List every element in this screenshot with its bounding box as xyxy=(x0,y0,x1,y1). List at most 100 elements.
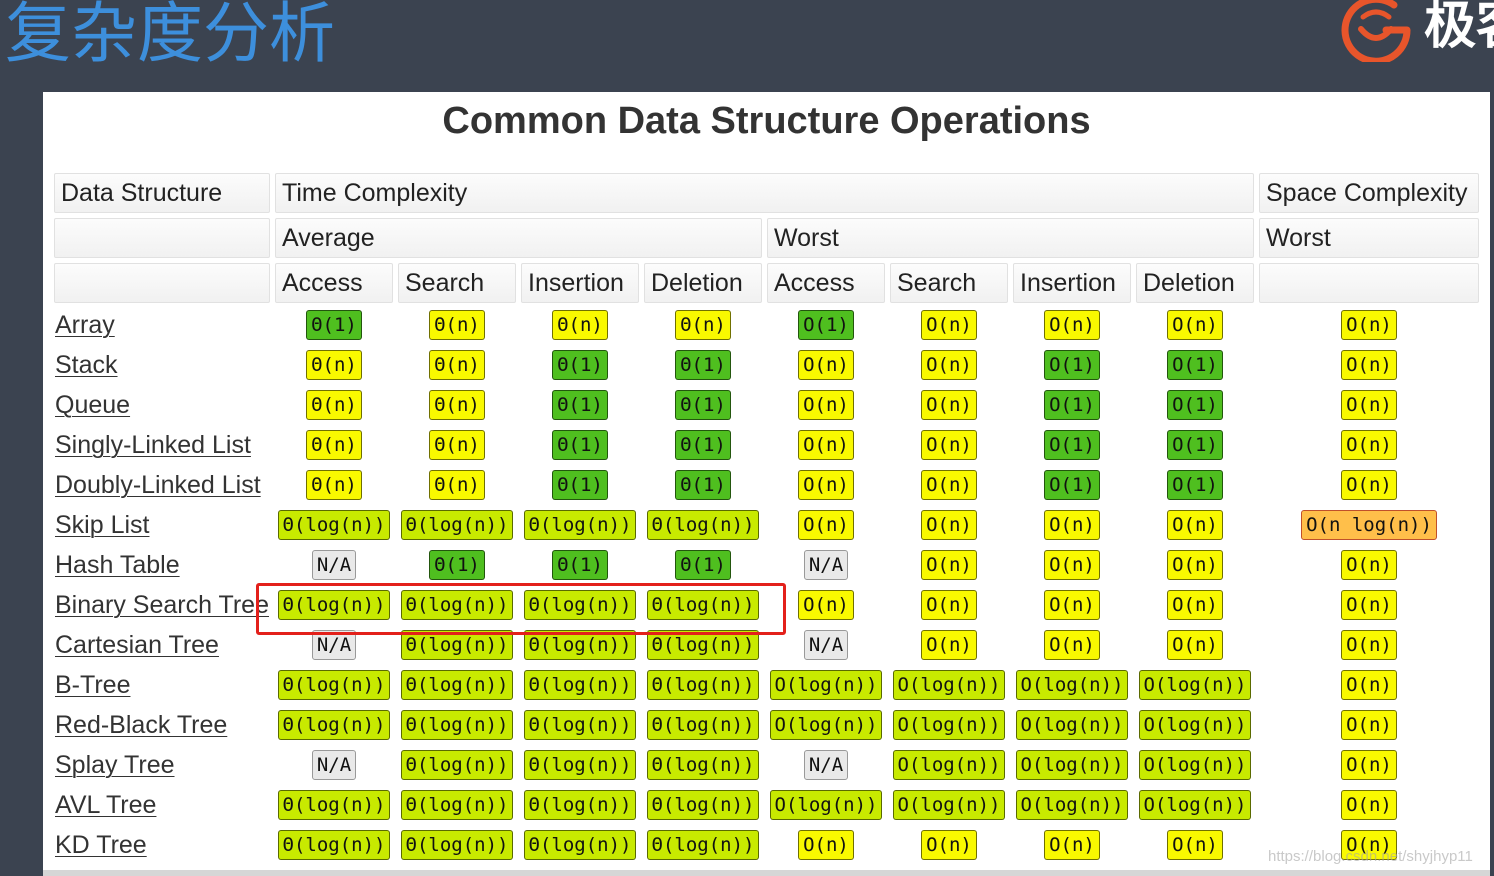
cell-cartesian-tree-avg-deletion: Θ(log(n)) xyxy=(644,625,762,665)
link-binary-search-tree[interactable]: Binary Search Tree xyxy=(55,591,269,619)
cell-doubly-linked-list-worst-access: O(n) xyxy=(767,465,885,505)
cell-stack-worst-insertion: O(1) xyxy=(1013,345,1131,385)
cell-stack-worst-access: O(n) xyxy=(767,345,885,385)
hash-table-worst-deletion-badge: O(n) xyxy=(1167,550,1223,580)
cell-cartesian-tree-worst-access: N/A xyxy=(767,625,885,665)
splay-tree-worst-access-badge: N/A xyxy=(803,750,849,780)
cell-avl-tree-worst-insertion: O(log(n)) xyxy=(1013,785,1131,825)
binary-search-tree-worst-search-badge: O(n) xyxy=(921,590,977,620)
cell-array-avg-access: Θ(1) xyxy=(275,305,393,345)
cell-skip-list-worst-insertion: O(n) xyxy=(1013,505,1131,545)
cell-splay-tree-avg-deletion: Θ(log(n)) xyxy=(644,745,762,785)
cell-kd-tree-avg-search: Θ(log(n)) xyxy=(398,825,516,865)
brand-logo-icon xyxy=(1341,0,1411,62)
cell-binary-search-tree-worst-search: O(n) xyxy=(890,585,1008,625)
cell-red-black-tree-avg-deletion: Θ(log(n)) xyxy=(644,705,762,745)
queue-worst-access-badge: O(n) xyxy=(798,390,854,420)
singly-linked-list-worst-access-badge: O(n) xyxy=(798,430,854,460)
cell-splay-tree-worst-insertion: O(log(n)) xyxy=(1013,745,1131,785)
hash-table-avg-access-badge: N/A xyxy=(311,550,357,580)
cartesian-tree-worst-access-badge: N/A xyxy=(803,630,849,660)
link-skip-list[interactable]: Skip List xyxy=(55,511,150,539)
cell-doubly-linked-list-worst-search: O(n) xyxy=(890,465,1008,505)
cell-avl-tree-avg-access: Θ(log(n)) xyxy=(275,785,393,825)
link-cartesian-tree[interactable]: Cartesian Tree xyxy=(55,631,219,659)
cell-hash-table-space-worst: O(n) xyxy=(1259,545,1479,585)
cell-b-tree-avg-deletion: Θ(log(n)) xyxy=(644,665,762,705)
cell-singly-linked-list-space-worst: O(n) xyxy=(1259,425,1479,465)
row-name-stack: Stack xyxy=(54,345,270,385)
splay-tree-avg-deletion-badge: Θ(log(n)) xyxy=(646,750,760,780)
header-avg-insertion: Insertion xyxy=(521,263,639,303)
array-avg-access-badge: Θ(1) xyxy=(306,310,362,340)
cell-queue-avg-deletion: Θ(1) xyxy=(644,385,762,425)
cell-red-black-tree-worst-insertion: O(log(n)) xyxy=(1013,705,1131,745)
hash-table-worst-access-badge: N/A xyxy=(803,550,849,580)
link-doubly-linked-list[interactable]: Doubly-Linked List xyxy=(55,471,261,499)
link-queue[interactable]: Queue xyxy=(55,391,131,419)
cell-array-worst-search: O(n) xyxy=(890,305,1008,345)
splay-tree-avg-access-badge: N/A xyxy=(311,750,357,780)
binary-search-tree-avg-search-badge: Θ(log(n)) xyxy=(400,590,514,620)
header-avg-deletion: Deletion xyxy=(644,263,762,303)
stack-worst-insertion-badge: O(1) xyxy=(1044,350,1100,380)
b-tree-avg-search-badge: Θ(log(n)) xyxy=(400,670,514,700)
cell-array-space-worst: O(n) xyxy=(1259,305,1479,345)
cell-doubly-linked-list-space-worst: O(n) xyxy=(1259,465,1479,505)
link-hash-table[interactable]: Hash Table xyxy=(55,551,180,579)
cell-cartesian-tree-avg-search: Θ(log(n)) xyxy=(398,625,516,665)
doubly-linked-list-worst-search-badge: O(n) xyxy=(921,470,977,500)
cell-queue-worst-deletion: O(1) xyxy=(1136,385,1254,425)
link-red-black-tree[interactable]: Red-Black Tree xyxy=(55,711,228,739)
stack-avg-access-badge: Θ(n) xyxy=(306,350,362,380)
link-kd-tree[interactable]: KD Tree xyxy=(55,831,147,859)
cell-binary-search-tree-avg-deletion: Θ(log(n)) xyxy=(644,585,762,625)
doubly-linked-list-worst-insertion-badge: O(1) xyxy=(1044,470,1100,500)
splay-tree-worst-search-badge: O(log(n)) xyxy=(892,750,1006,780)
link-stack[interactable]: Stack xyxy=(55,351,118,379)
b-tree-worst-access-badge: O(log(n)) xyxy=(769,670,883,700)
singly-linked-list-avg-access-badge: Θ(n) xyxy=(306,430,362,460)
link-splay-tree[interactable]: Splay Tree xyxy=(55,751,175,779)
cell-stack-worst-deletion: O(1) xyxy=(1136,345,1254,385)
cell-hash-table-avg-search: Θ(1) xyxy=(398,545,516,585)
cell-splay-tree-avg-access: N/A xyxy=(275,745,393,785)
cell-queue-worst-search: O(n) xyxy=(890,385,1008,425)
cartesian-tree-avg-search-badge: Θ(log(n)) xyxy=(400,630,514,660)
link-array[interactable]: Array xyxy=(55,311,115,339)
cartesian-tree-avg-access-badge: N/A xyxy=(311,630,357,660)
binary-search-tree-avg-access-badge: Θ(log(n)) xyxy=(277,590,391,620)
cell-kd-tree-worst-deletion: O(n) xyxy=(1136,825,1254,865)
cell-skip-list-avg-deletion: Θ(log(n)) xyxy=(644,505,762,545)
table-title: Common Data Structure Operations xyxy=(442,100,1091,142)
slide-title: 复杂度分析 xyxy=(5,0,335,72)
cartesian-tree-worst-search-badge: O(n) xyxy=(921,630,977,660)
cell-b-tree-avg-search: Θ(log(n)) xyxy=(398,665,516,705)
row-name-kd-tree: KD Tree xyxy=(54,825,270,865)
cell-queue-worst-insertion: O(1) xyxy=(1013,385,1131,425)
cell-splay-tree-avg-insertion: Θ(log(n)) xyxy=(521,745,639,785)
cell-kd-tree-avg-deletion: Θ(log(n)) xyxy=(644,825,762,865)
queue-space-worst-badge: O(n) xyxy=(1341,390,1397,420)
binary-search-tree-worst-deletion-badge: O(n) xyxy=(1167,590,1223,620)
link-singly-linked-list[interactable]: Singly-Linked List xyxy=(55,431,251,459)
cell-red-black-tree-avg-access: Θ(log(n)) xyxy=(275,705,393,745)
cell-skip-list-avg-insertion: Θ(log(n)) xyxy=(521,505,639,545)
cell-queue-avg-insertion: Θ(1) xyxy=(521,385,639,425)
cell-splay-tree-worst-access: N/A xyxy=(767,745,885,785)
highlight-annotation-box xyxy=(256,583,786,635)
cell-splay-tree-avg-search: Θ(log(n)) xyxy=(398,745,516,785)
cell-cartesian-tree-worst-deletion: O(n) xyxy=(1136,625,1254,665)
stack-space-worst-badge: O(n) xyxy=(1341,350,1397,380)
cell-skip-list-avg-search: Θ(log(n)) xyxy=(398,505,516,545)
link-b-tree[interactable]: B-Tree xyxy=(55,671,131,699)
row-name-splay-tree: Splay Tree xyxy=(54,745,270,785)
singly-linked-list-worst-insertion-badge: O(1) xyxy=(1044,430,1100,460)
cell-skip-list-worst-search: O(n) xyxy=(890,505,1008,545)
splay-tree-avg-search-badge: Θ(log(n)) xyxy=(400,750,514,780)
kd-tree-worst-search-badge: O(n) xyxy=(921,830,977,860)
link-avl-tree[interactable]: AVL Tree xyxy=(55,791,157,819)
cell-stack-space-worst: O(n) xyxy=(1259,345,1479,385)
cell-singly-linked-list-avg-deletion: Θ(1) xyxy=(644,425,762,465)
